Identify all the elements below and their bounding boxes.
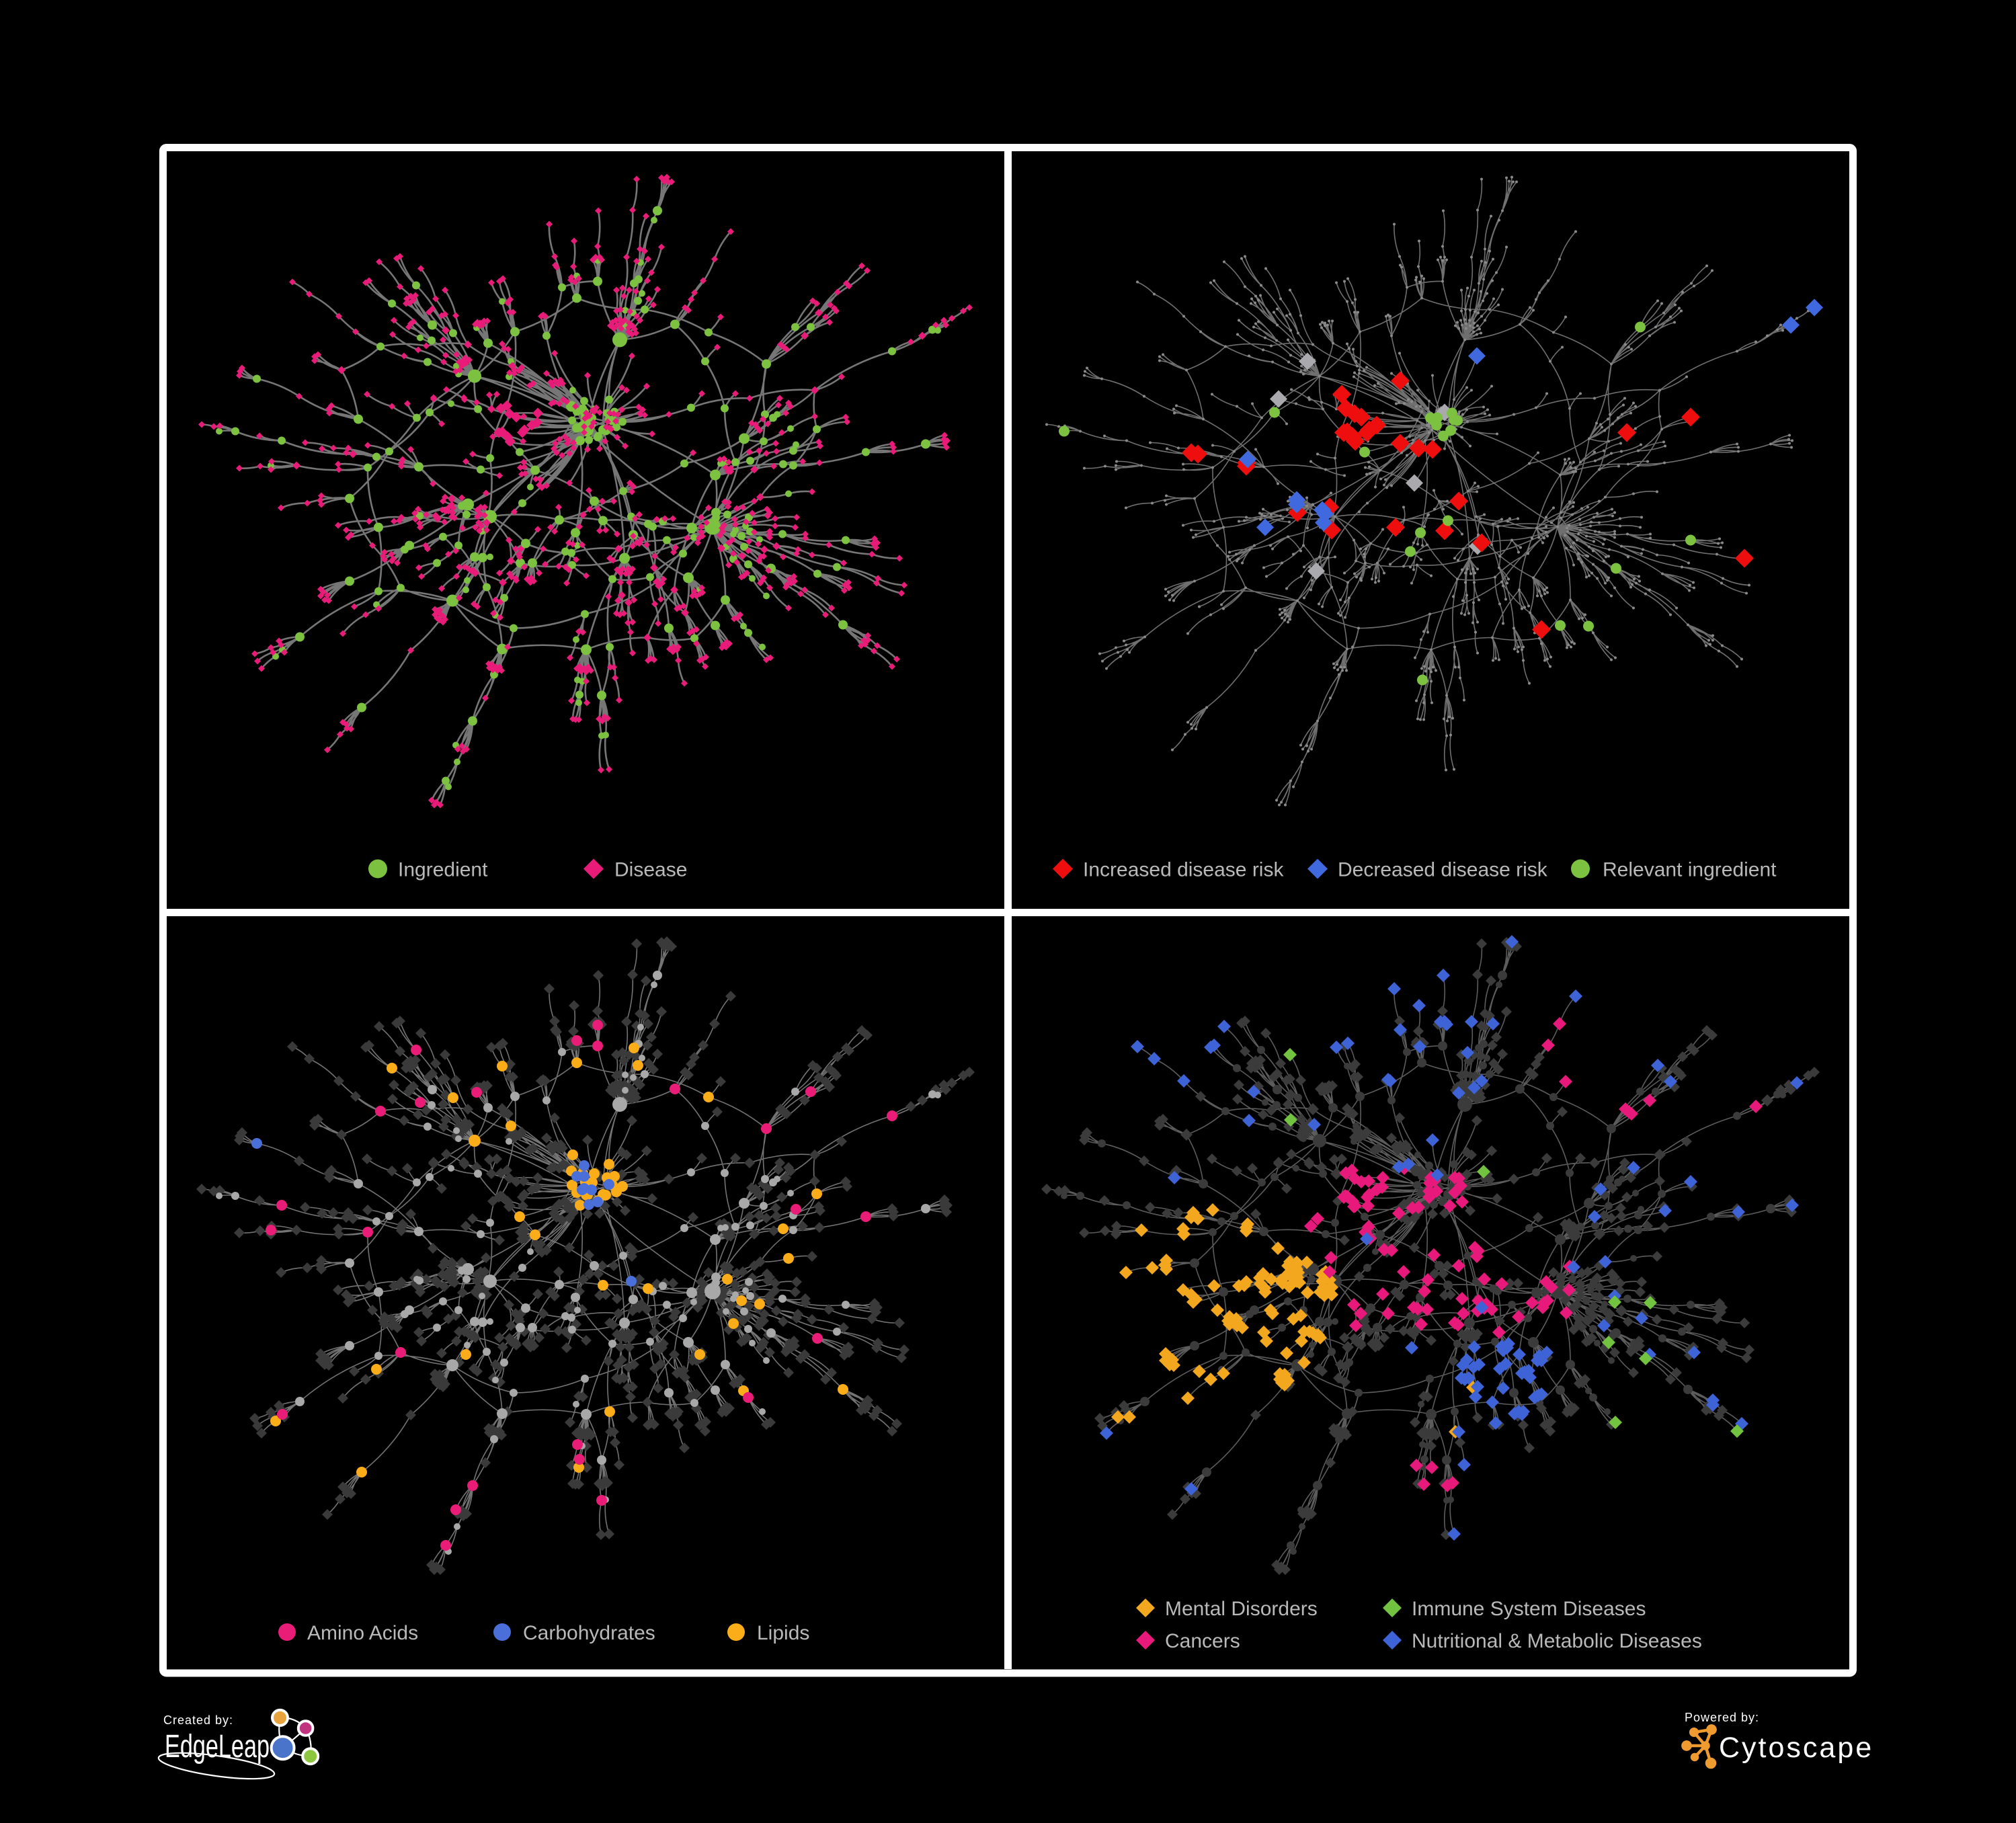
- svg-text:Decreased disease risk: Decreased disease risk: [1338, 859, 1548, 881]
- svg-text:Immune System Diseases: Immune System Diseases: [1412, 1598, 1646, 1620]
- svg-text:Amino Acids: Amino Acids: [307, 1622, 418, 1644]
- svg-text:Relevant ingredient: Relevant ingredient: [1603, 859, 1777, 881]
- svg-text:Cancers: Cancers: [1165, 1630, 1240, 1652]
- svg-text:Cytoscape: Cytoscape: [1719, 1732, 1873, 1764]
- svg-text:Lipids: Lipids: [757, 1622, 809, 1644]
- svg-text:Ingredient: Ingredient: [398, 859, 488, 881]
- svg-text:Powered by:: Powered by:: [1685, 1711, 1759, 1724]
- svg-text:Disease: Disease: [614, 859, 687, 881]
- svg-text:Carbohydrates: Carbohydrates: [523, 1622, 655, 1644]
- svg-text:Mental Disorders: Mental Disorders: [1165, 1598, 1318, 1620]
- svg-text:Created by:: Created by:: [163, 1713, 233, 1727]
- svg-text:Increased disease risk: Increased disease risk: [1083, 859, 1284, 881]
- svg-text:Nutritional & Metabolic Diseas: Nutritional & Metabolic Diseases: [1412, 1630, 1702, 1652]
- svg-text:EdgeLeap: EdgeLeap: [165, 1729, 270, 1765]
